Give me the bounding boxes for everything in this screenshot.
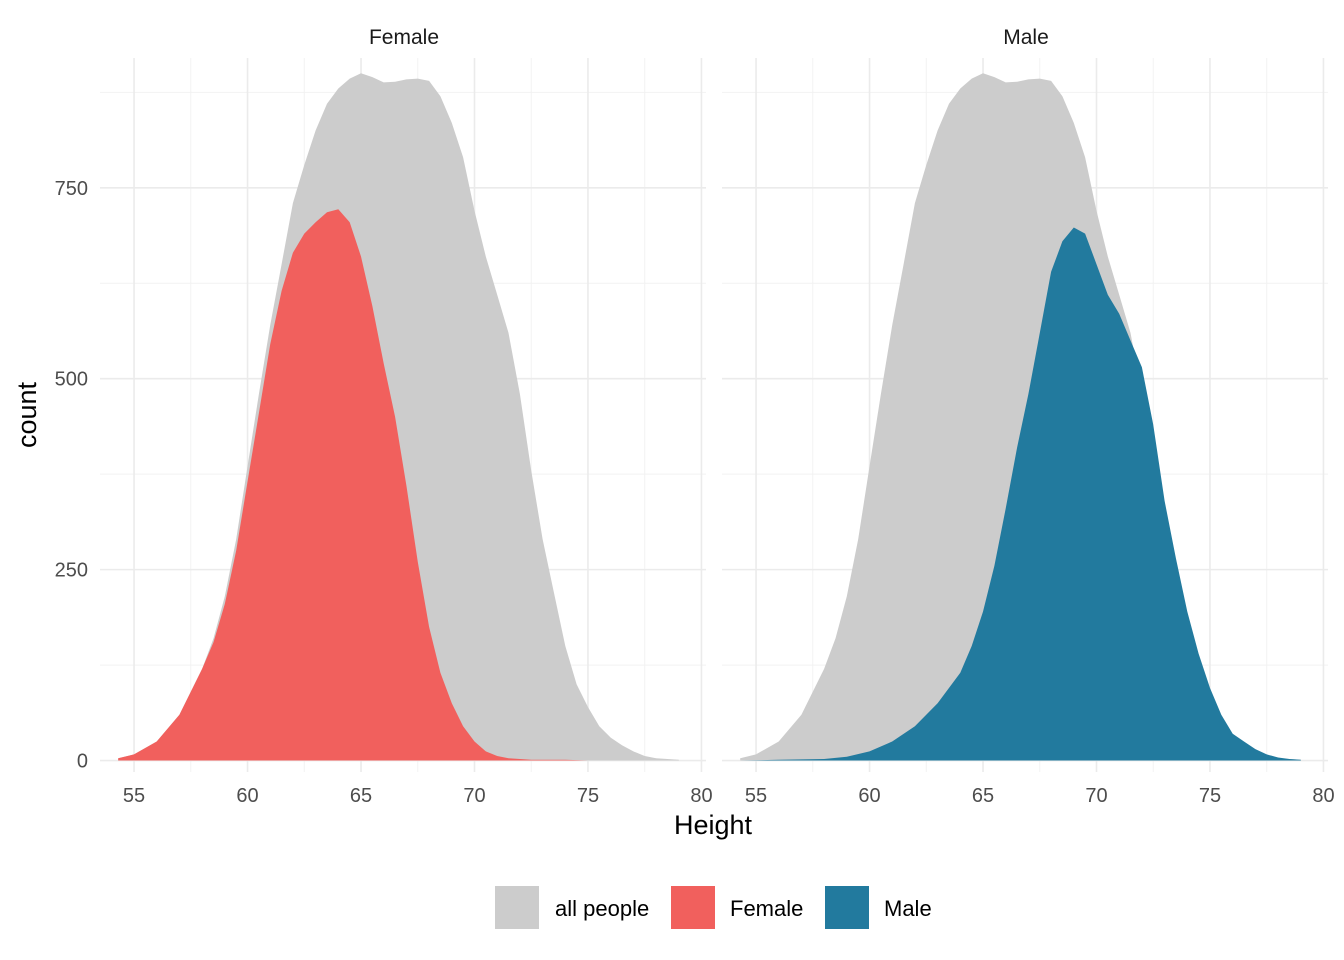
y-axis-ticks: 0 250 500 750: [55, 178, 88, 773]
facet-label-male: Male: [1003, 26, 1049, 49]
y-tick-label: 500: [55, 369, 88, 391]
legend-label-male: Male: [884, 896, 932, 921]
legend-label-all-people: all people: [555, 896, 649, 921]
y-tick-label: 0: [77, 751, 88, 773]
x-axis-title: Height: [674, 810, 753, 840]
facet-label-female: Female: [369, 26, 439, 49]
y-tick-label: 750: [55, 178, 88, 200]
legend: all people Female Male: [495, 886, 932, 929]
legend-key-female: [671, 886, 715, 929]
area-male: [740, 227, 1301, 761]
x-tick-label: 80: [690, 785, 712, 807]
x-tick-label: 80: [1312, 785, 1334, 807]
x-tick-label: 55: [745, 785, 767, 807]
x-axis-ticks: 55 60 65 70 75 80 55 60 65 70 75 80: [123, 785, 1335, 807]
x-tick-label: 65: [972, 785, 994, 807]
x-tick-label: 75: [1199, 785, 1221, 807]
x-tick-label: 75: [577, 785, 599, 807]
facet-panel-male: [722, 58, 1328, 772]
x-tick-label: 70: [463, 785, 485, 807]
x-tick-label: 65: [350, 785, 372, 807]
x-tick-label: 70: [1085, 785, 1107, 807]
x-tick-label: 55: [123, 785, 145, 807]
legend-key-all-people: [495, 886, 539, 929]
x-tick-label: 60: [236, 785, 258, 807]
y-axis-title: count: [12, 381, 42, 448]
legend-label-female: Female: [730, 896, 803, 921]
area-female: [118, 209, 679, 761]
y-tick-label: 250: [55, 560, 88, 582]
x-tick-label: 60: [858, 785, 880, 807]
facet-panel-female: [100, 58, 706, 772]
legend-key-male: [825, 886, 869, 929]
